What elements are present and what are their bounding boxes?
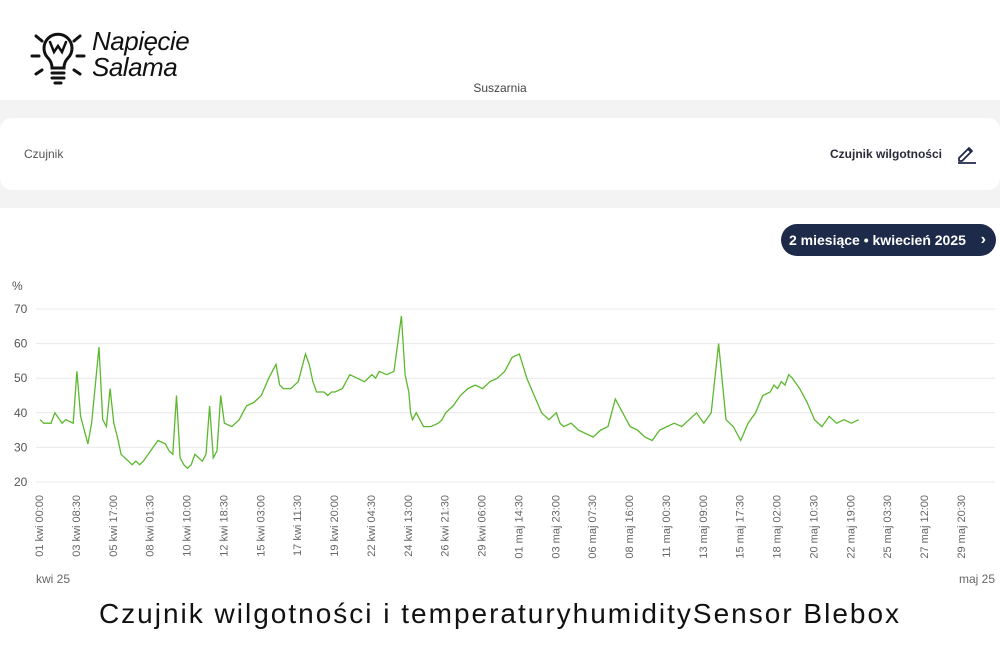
x-tick-label: 15 maj 17:30	[735, 495, 747, 559]
x-tick-label: 25 maj 03:30	[882, 495, 894, 559]
header: Napięcie Salama Suszarnia	[0, 0, 1000, 100]
x-tick-label: 29 maj 20:30	[956, 495, 968, 559]
x-tick-label: 06 maj 07:30	[587, 495, 599, 559]
y-tick-label: 30	[14, 440, 28, 454]
x-tick-label: 22 kwi 04:30	[366, 495, 378, 557]
y-tick-label: 50	[14, 371, 28, 385]
x-tick-label: 08 maj 16:00	[624, 495, 636, 559]
x-start-label: kwi 25	[36, 572, 70, 586]
page-subtitle: Suszarnia	[473, 81, 527, 95]
series-line	[39, 315, 859, 470]
logo-line-2: Salama	[92, 52, 178, 82]
page-caption: Czujnik wilgotności i temperaturyhumidit…	[98, 598, 902, 629]
x-tick-label: 03 kwi 08:30	[71, 495, 83, 557]
x-tick-label: 24 kwi 13:00	[403, 495, 415, 557]
x-tick-label: 26 kwi 21:30	[440, 495, 452, 557]
x-tick-label: 12 kwi 18:30	[218, 495, 230, 557]
y-tick-label: 60	[14, 337, 28, 351]
x-tick-label: 17 kwi 11:30	[292, 495, 304, 556]
x-tick-label: 18 maj 02:00	[772, 495, 784, 559]
y-tick-label: 70	[14, 302, 28, 316]
pencil-icon	[958, 147, 976, 164]
chevron-right-icon: ›	[980, 231, 986, 248]
sensor-card: Czujnik Czujnik wilgotności	[0, 118, 1000, 190]
x-tick-label: 13 maj 09:00	[698, 495, 710, 559]
x-tick-label: 27 maj 12:00	[919, 495, 931, 559]
x-tick-label: 19 kwi 20:00	[329, 495, 341, 557]
x-tick-label: 03 maj 23:00	[550, 495, 562, 559]
y-tick-label: 20	[14, 475, 28, 489]
x-tick-label: 22 maj 19:00	[845, 495, 857, 559]
x-tick-label: 08 kwi 01:30	[145, 495, 157, 557]
logo[interactable]: Napięcie Salama	[30, 28, 220, 92]
x-tick-label: 11 maj 00:30	[661, 495, 673, 558]
logo-text: Napięcie Salama	[92, 26, 190, 82]
period-label: 2 miesiące • kwiecień 2025	[789, 232, 966, 248]
period-selector-button[interactable]: 2 miesiące • kwiecień 2025 ›	[781, 224, 996, 256]
sensor-value: Czujnik wilgotności	[829, 147, 942, 161]
x-end-label: maj 25	[959, 572, 995, 586]
x-tick-label: 20 maj 10:30	[808, 495, 820, 559]
edit-sensor-button[interactable]	[956, 142, 978, 164]
sensor-label: Czujnik	[24, 147, 64, 161]
x-tick-label: 01 maj 14:30	[513, 495, 525, 559]
y-axis-label: %	[12, 279, 23, 293]
y-tick-label: 40	[14, 406, 28, 420]
logo-line-1: Napięcie	[92, 26, 190, 56]
x-tick-label: 01 kwi 00:00	[34, 495, 46, 557]
lightbulb-icon	[30, 32, 86, 85]
x-tick-label: 29 kwi 06:00	[477, 495, 489, 557]
x-tick-label: 15 kwi 03:00	[255, 495, 267, 557]
x-tick-label: 10 kwi 10:00	[182, 495, 194, 557]
humidity-chart: % 20 30 40 50 60 70 01 kwi 00:00 03 kwi 08:30 0…	[12, 279, 995, 586]
chart-panel	[0, 208, 1000, 593]
x-tick-label: 05 kwi 17:00	[108, 495, 120, 557]
